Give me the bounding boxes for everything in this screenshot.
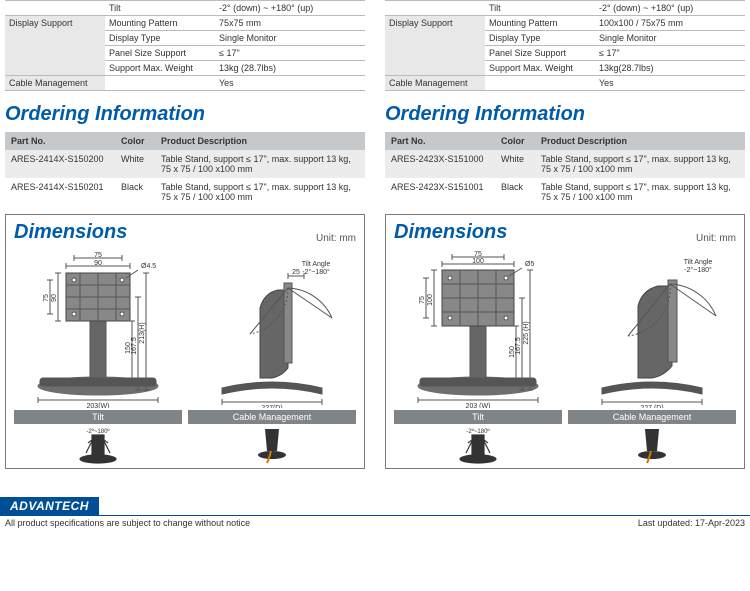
annot-cable-icon — [568, 424, 736, 466]
footer-note: All product specifications are subject t… — [5, 518, 250, 528]
svg-text:25: 25 — [292, 269, 300, 276]
svg-text:75: 75 — [419, 296, 426, 304]
svg-text:167.5: 167.5 — [131, 337, 138, 355]
table-row: ARES-2423X-S151000WhiteTable Stand, supp… — [385, 150, 745, 178]
svg-text:90: 90 — [51, 294, 58, 302]
spec-table-left: Tilt-2° (down) ~ +180° (up) Display Supp… — [5, 0, 365, 91]
table-row: ARES-2423X-S151001BlackTable Stand, supp… — [385, 178, 745, 206]
table-row: ARES-2414X-S150201BlackTable Stand, supp… — [5, 178, 365, 206]
annot-cable-bar: Cable Management — [188, 410, 356, 424]
ordering-table-right: Part No.ColorProduct Description ARES-24… — [385, 132, 745, 206]
svg-text:213(H): 213(H) — [139, 322, 146, 343]
front-view-figure: 90 75 90 75 Ø4.5 150 167.5 213(H) 203(W) — [14, 248, 182, 408]
spec-display-group: Display Support — [5, 16, 105, 76]
annot-tilt-icon: -2º~180º — [14, 424, 182, 466]
svg-text:Tilt Angle: Tilt Angle — [302, 261, 331, 268]
brand-logo: ADVANTECH — [0, 497, 99, 515]
ordering-table-left: Part No.ColorProduct Description ARES-24… — [5, 132, 365, 206]
dimensions-panel-left: Dimensions Unit: mm — [5, 214, 365, 469]
side-view-figure: Tilt Angle -2°~180° 25 227(D) — [188, 248, 356, 408]
svg-text:-2º~180º: -2º~180º — [466, 428, 490, 435]
svg-text:Ø4.5: Ø4.5 — [141, 263, 156, 270]
spec-tilt-label: Tilt — [105, 1, 215, 16]
page-footer: ADVANTECH All product specifications are… — [0, 497, 750, 528]
svg-text:100: 100 — [427, 294, 434, 306]
dimensions-panel-right: Dimensions Unit: mm — [385, 214, 745, 469]
svg-text:90: 90 — [94, 260, 102, 267]
svg-text:75: 75 — [94, 252, 102, 259]
annot-tilt-bar: Tilt — [14, 410, 182, 424]
svg-text:100: 100 — [472, 258, 484, 265]
dimensions-unit: Unit: mm — [316, 233, 356, 244]
svg-text:75: 75 — [474, 251, 482, 258]
svg-text:Tilt Angle: Tilt Angle — [684, 259, 713, 266]
svg-text:-2º~180º: -2º~180º — [86, 428, 110, 435]
left-column: Tilt-2° (down) ~ +180° (up) Display Supp… — [5, 0, 365, 469]
spec-table-right: Tilt-2° (down) ~ +180° (up) Display Supp… — [385, 0, 745, 91]
dimensions-title: Dimensions — [14, 221, 127, 244]
svg-text:75: 75 — [43, 294, 50, 302]
ordering-head-left: Ordering Information — [5, 103, 365, 126]
svg-text:167.5: 167.5 — [515, 337, 522, 355]
svg-text:Ø5: Ø5 — [525, 261, 534, 268]
svg-text:227 (D): 227 (D) — [640, 405, 663, 408]
right-column: Tilt-2° (down) ~ +180° (up) Display Supp… — [385, 0, 745, 469]
annot-tilt-icon: -2º~180º — [394, 424, 562, 466]
svg-text:227(D): 227(D) — [261, 405, 282, 408]
front-view-figure: 100 75 100 75 Ø5 150 167.5 225 (H) 203 (… — [394, 248, 562, 408]
svg-text:203 (W): 203 (W) — [466, 403, 491, 408]
svg-text:203(W): 203(W) — [87, 403, 110, 408]
table-row: ARES-2414X-S150200WhiteTable Stand, supp… — [5, 150, 365, 178]
svg-text:-2°~180°: -2°~180° — [684, 266, 712, 274]
side-view-figure: Tilt Angle -2°~180° 227 (D) — [568, 248, 736, 408]
footer-date: Last updated: 17-Apr-2023 — [638, 518, 745, 528]
svg-text:225 (H): 225 (H) — [523, 321, 530, 344]
annot-cable-icon — [188, 424, 356, 466]
svg-text:-2°~180°: -2°~180° — [302, 268, 330, 276]
ordering-head-right: Ordering Information — [385, 103, 745, 126]
spec-tilt-val: -2° (down) ~ +180° (up) — [215, 1, 365, 16]
